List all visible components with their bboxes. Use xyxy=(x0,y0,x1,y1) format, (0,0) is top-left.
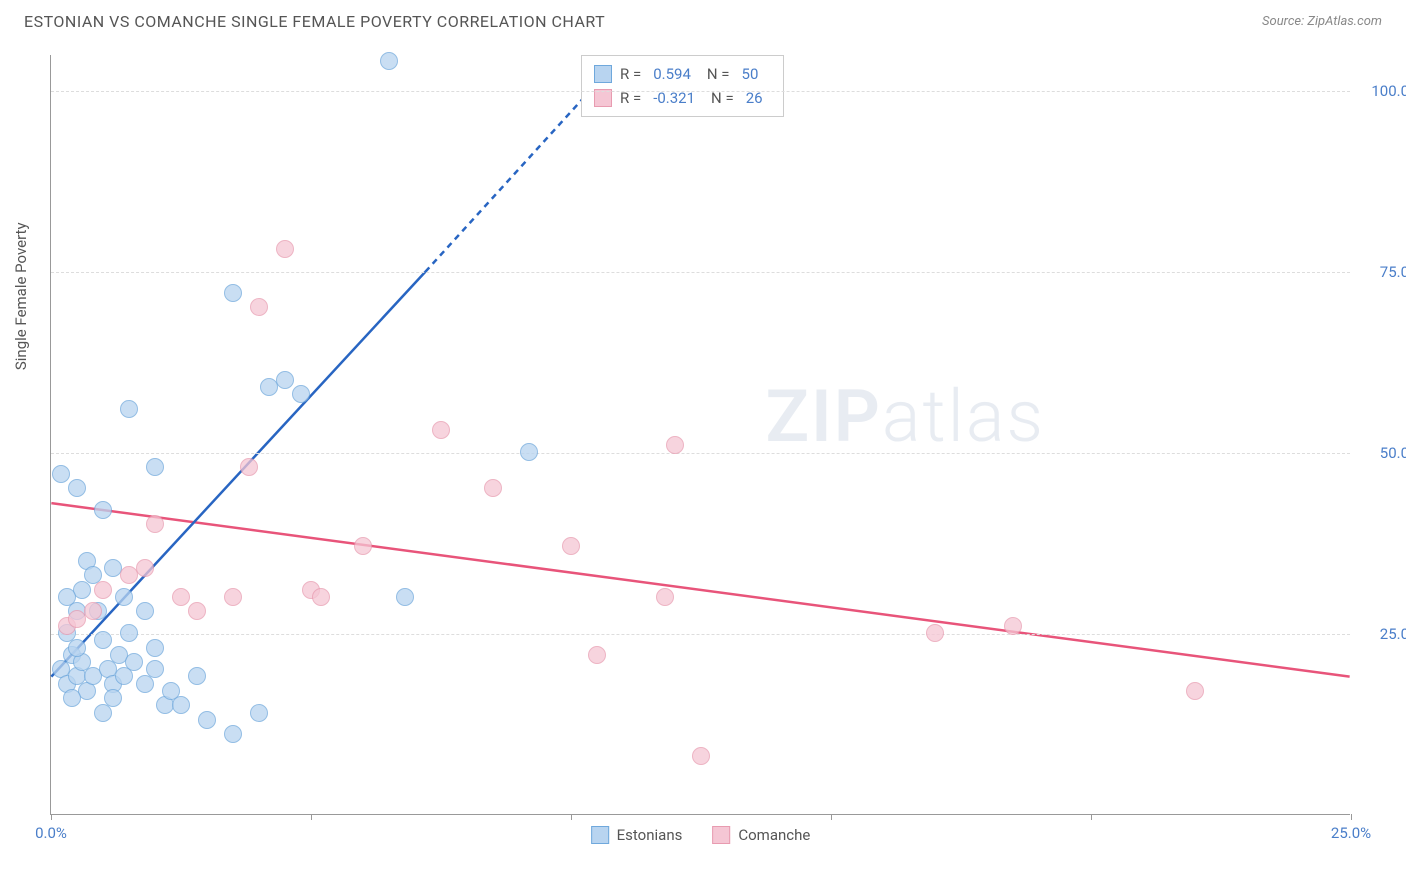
scatter-point-estonians xyxy=(94,631,112,649)
scatter-point-comanche xyxy=(562,537,580,555)
gridline-h xyxy=(51,634,1350,635)
legend-swatch xyxy=(594,65,612,83)
xtick-label: 25.0% xyxy=(1331,824,1371,842)
scatter-point-estonians xyxy=(146,660,164,678)
legend-n-value: 26 xyxy=(746,86,763,110)
xtick xyxy=(831,814,832,820)
legend-item-comanche: Comanche xyxy=(712,826,810,844)
scatter-point-comanche xyxy=(224,588,242,606)
scatter-point-comanche xyxy=(656,588,674,606)
scatter-point-estonians xyxy=(224,725,242,743)
xtick xyxy=(571,814,572,820)
scatter-point-comanche xyxy=(240,458,258,476)
ytick-label: 75.0% xyxy=(1360,263,1406,281)
legend-r-value: -0.321 xyxy=(653,86,695,110)
scatter-point-comanche xyxy=(172,588,190,606)
scatter-point-estonians xyxy=(198,711,216,729)
legend-label: Estonians xyxy=(617,826,683,844)
legend-n-label: N = xyxy=(707,62,730,86)
legend-label: Comanche xyxy=(738,826,810,844)
xtick xyxy=(1351,814,1352,820)
scatter-point-comanche xyxy=(484,479,502,497)
scatter-point-comanche xyxy=(136,559,154,577)
legend-row: R = -0.321 N = 26 xyxy=(594,86,771,110)
legend-swatch xyxy=(712,826,730,844)
scatter-point-estonians xyxy=(146,639,164,657)
legend-r-label: R = xyxy=(620,62,641,86)
scatter-point-estonians xyxy=(63,689,81,707)
scatter-point-estonians xyxy=(188,667,206,685)
scatter-point-comanche xyxy=(666,436,684,454)
scatter-point-comanche xyxy=(312,588,330,606)
scatter-point-comanche xyxy=(432,421,450,439)
scatter-point-estonians xyxy=(120,624,138,642)
scatter-point-estonians xyxy=(224,284,242,302)
scatter-point-estonians xyxy=(68,639,86,657)
scatter-point-estonians xyxy=(380,52,398,70)
ytick-label: 100.0% xyxy=(1360,82,1406,100)
scatter-point-comanche xyxy=(146,515,164,533)
scatter-point-estonians xyxy=(52,465,70,483)
scatter-point-estonians xyxy=(125,653,143,671)
scatter-point-comanche xyxy=(94,581,112,599)
legend-r-value: 0.594 xyxy=(653,62,691,86)
ytick-label: 50.0% xyxy=(1360,444,1406,462)
y-axis-label: Single Female Poverty xyxy=(12,222,30,370)
scatter-point-estonians xyxy=(68,479,86,497)
scatter-point-comanche xyxy=(84,602,102,620)
trend-line xyxy=(51,503,1349,676)
scatter-point-estonians xyxy=(146,458,164,476)
scatter-point-estonians xyxy=(104,689,122,707)
scatter-point-estonians xyxy=(136,602,154,620)
correlation-legend: R = 0.594 N = 50 R = -0.321 N = 26 xyxy=(581,55,784,117)
scatter-point-estonians xyxy=(120,400,138,418)
legend-n-label: N = xyxy=(711,86,734,110)
xtick-label: 0.0% xyxy=(35,824,67,842)
xtick xyxy=(311,814,312,820)
gridline-h xyxy=(51,272,1350,273)
trend-line xyxy=(51,272,425,677)
legend-n-value: 50 xyxy=(742,62,759,86)
scatter-point-comanche xyxy=(588,646,606,664)
scatter-point-comanche xyxy=(926,624,944,642)
scatter-point-comanche xyxy=(188,602,206,620)
scatter-point-estonians xyxy=(292,385,310,403)
header: ESTONIAN VS COMANCHE SINGLE FEMALE POVER… xyxy=(0,0,1406,39)
scatter-point-comanche xyxy=(354,537,372,555)
scatter-point-estonians xyxy=(276,371,294,389)
xtick xyxy=(1091,814,1092,820)
gridline-h xyxy=(51,91,1350,92)
series-legend: Estonians Comanche xyxy=(591,826,811,844)
source-label: Source: ZipAtlas.com xyxy=(1262,14,1382,29)
chart-title: ESTONIAN VS COMANCHE SINGLE FEMALE POVER… xyxy=(24,12,605,31)
chart-area: ZIPatlas Single Female Poverty R = 0.594… xyxy=(50,55,1350,815)
scatter-point-comanche xyxy=(1186,682,1204,700)
legend-row: R = 0.594 N = 50 xyxy=(594,62,771,86)
ytick-label: 25.0% xyxy=(1360,625,1406,643)
scatter-point-estonians xyxy=(520,443,538,461)
scatter-point-comanche xyxy=(1004,617,1022,635)
scatter-point-estonians xyxy=(172,696,190,714)
scatter-point-comanche xyxy=(250,298,268,316)
scatter-point-estonians xyxy=(115,588,133,606)
legend-swatch xyxy=(591,826,609,844)
scatter-point-comanche xyxy=(276,240,294,258)
gridline-h xyxy=(51,453,1350,454)
xtick xyxy=(51,814,52,820)
scatter-point-estonians xyxy=(250,704,268,722)
legend-item-estonians: Estonians xyxy=(591,826,683,844)
scatter-point-comanche xyxy=(692,747,710,765)
scatter-point-estonians xyxy=(94,501,112,519)
trend-lines xyxy=(51,55,1350,814)
scatter-point-estonians xyxy=(396,588,414,606)
legend-r-label: R = xyxy=(620,86,641,110)
